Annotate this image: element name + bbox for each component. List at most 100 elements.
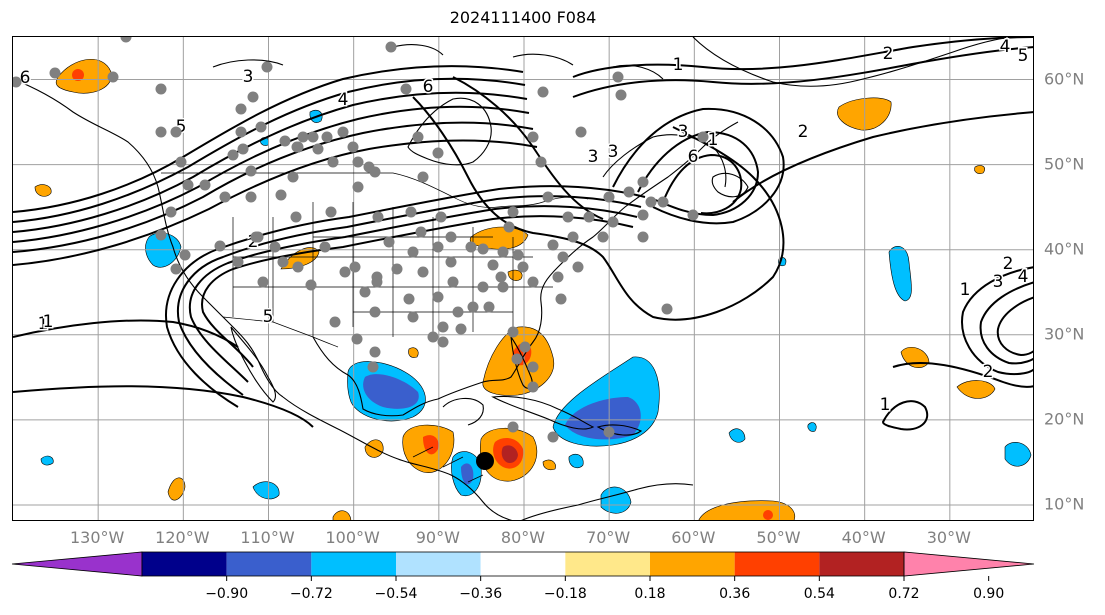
station-marker bbox=[512, 249, 524, 261]
contour-label: 5 bbox=[1018, 46, 1029, 66]
station-marker bbox=[562, 211, 574, 223]
station-marker bbox=[519, 341, 531, 353]
station-marker bbox=[503, 221, 515, 233]
colorbar-extend-low bbox=[11, 551, 143, 577]
latitude-tick-label: 40°N bbox=[1044, 239, 1085, 259]
colorbar-segment bbox=[819, 552, 904, 576]
arctic-islands bbox=[212, 44, 664, 80]
contour-line bbox=[572, 37, 1033, 78]
longitude-tick-label: 110°W bbox=[240, 528, 295, 547]
station-marker bbox=[245, 165, 257, 177]
yucatan-coast bbox=[442, 397, 484, 426]
station-marker bbox=[291, 141, 303, 153]
colorbar-tick-label: −0.90 bbox=[205, 586, 249, 602]
station-marker bbox=[445, 256, 457, 268]
station-marker bbox=[542, 191, 554, 203]
contour-label: 4 bbox=[1000, 37, 1011, 57]
station-marker bbox=[321, 131, 333, 143]
warm-anomaly-patch bbox=[167, 477, 186, 501]
cool-anomaly-patch bbox=[1004, 442, 1032, 467]
longitude-tick-label: 60°W bbox=[671, 528, 716, 547]
station-marker bbox=[337, 126, 349, 138]
station-marker bbox=[235, 103, 247, 115]
station-marker bbox=[465, 241, 477, 253]
us-canada-border bbox=[161, 172, 589, 208]
contour-label: 3 bbox=[678, 122, 689, 142]
contour-label: 5 bbox=[263, 307, 274, 327]
contour-line bbox=[572, 46, 1033, 98]
contour-line bbox=[176, 195, 642, 396]
station-marker bbox=[477, 281, 489, 293]
central-america-borders bbox=[412, 446, 484, 483]
colorbar-segment bbox=[480, 552, 566, 576]
station-marker bbox=[214, 240, 226, 252]
longitude-tick-label: 40°W bbox=[841, 528, 886, 547]
contour-line bbox=[892, 361, 1033, 388]
longitude-tick-label: 90°W bbox=[415, 528, 460, 547]
moderate-cool-core bbox=[363, 374, 419, 409]
south-america-coast bbox=[521, 483, 694, 520]
station-marker bbox=[352, 156, 364, 168]
contour-line bbox=[13, 105, 530, 243]
contour-line bbox=[188, 205, 638, 383]
station-markers bbox=[13, 37, 709, 443]
cool-anomaly-patch bbox=[252, 481, 280, 500]
station-marker bbox=[497, 281, 509, 293]
station-marker bbox=[199, 179, 211, 191]
station-marker bbox=[407, 246, 419, 258]
contour-line bbox=[13, 385, 314, 428]
contour-label: 3 bbox=[588, 147, 599, 167]
station-marker bbox=[325, 206, 337, 218]
longitude-tick-label: 80°W bbox=[500, 528, 546, 547]
colorbar-segment bbox=[734, 552, 820, 576]
colorbar-segment bbox=[565, 552, 650, 576]
contour-label: 6 bbox=[688, 147, 699, 167]
contour-line bbox=[881, 400, 929, 431]
station-marker bbox=[612, 71, 624, 83]
labrador-coast bbox=[602, 134, 727, 188]
station-marker bbox=[13, 76, 22, 88]
latitude-tick-label: 50°N bbox=[1044, 154, 1085, 174]
station-marker bbox=[170, 126, 182, 138]
station-marker bbox=[575, 126, 587, 138]
contour-label: 4 bbox=[338, 90, 349, 110]
station-marker bbox=[603, 426, 615, 438]
station-marker bbox=[372, 211, 384, 223]
strong-warm-core bbox=[763, 510, 773, 520]
station-marker bbox=[657, 196, 669, 208]
station-marker bbox=[257, 276, 269, 288]
station-marker bbox=[391, 263, 403, 275]
colorbar-tick-label: 0.18 bbox=[634, 586, 666, 602]
station-marker bbox=[49, 67, 61, 79]
contour-line bbox=[662, 153, 743, 215]
station-marker bbox=[487, 259, 499, 271]
station-marker bbox=[507, 421, 519, 433]
station-marker bbox=[661, 303, 673, 315]
contour-label: 6 bbox=[423, 77, 434, 97]
warm-anomaly-patch bbox=[408, 347, 419, 358]
station-marker bbox=[412, 131, 424, 143]
station-marker bbox=[385, 41, 397, 53]
station-marker bbox=[327, 156, 339, 168]
station-marker bbox=[615, 89, 627, 101]
station-marker bbox=[557, 251, 569, 263]
station-marker bbox=[347, 141, 359, 153]
station-marker bbox=[447, 276, 459, 288]
colorbar-extend-high bbox=[903, 551, 1035, 577]
station-marker bbox=[497, 246, 509, 258]
station-marker bbox=[445, 231, 457, 243]
latitude-tick-label: 30°N bbox=[1044, 324, 1085, 344]
colorbar-border bbox=[141, 551, 905, 577]
contour-line bbox=[13, 121, 534, 253]
contour-label: 3 bbox=[993, 272, 1004, 292]
station-marker bbox=[277, 256, 289, 268]
station-marker bbox=[527, 131, 539, 143]
station-marker bbox=[275, 189, 287, 201]
station-marker bbox=[319, 241, 331, 253]
station-marker bbox=[339, 266, 351, 278]
station-marker bbox=[437, 321, 449, 333]
contour-label: 3 bbox=[243, 67, 254, 87]
station-marker bbox=[415, 226, 427, 238]
station-marker bbox=[232, 256, 244, 268]
